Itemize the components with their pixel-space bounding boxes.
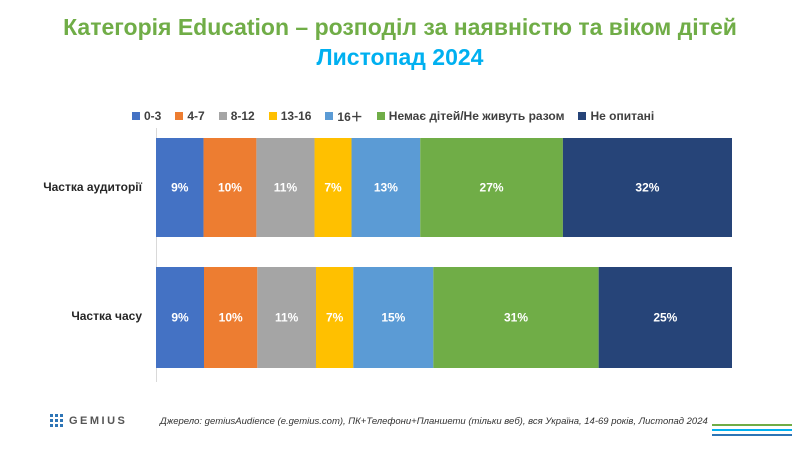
chart-title: Категорія Education – розподіл за наявні… [63,14,737,40]
legend-swatch [578,112,587,120]
gemius-logo: GEMIUS [50,414,127,427]
legend-label: 8-12 [230,109,255,123]
legend-label: Не опитані [590,109,655,123]
brand-name: GEMIUS [69,414,128,427]
bar-segment [433,267,599,368]
bar-segment [351,138,421,237]
decor-line [712,434,792,436]
legend-label: Немає дітей/Не живуть разом [388,109,565,123]
data-label: 9% [171,311,189,325]
data-label: 13% [374,181,398,195]
data-label: 31% [504,311,528,325]
legend-item-16-plus: 16＋ [325,108,363,125]
data-label: 9% [171,181,189,195]
footer-decor-lines [712,424,792,439]
legend-swatch [325,112,334,120]
data-label: 27% [480,181,504,195]
legend-item-13-16: 13-16 [268,109,312,123]
category-axis-line [156,128,157,382]
chart-subtitle: Листопад 2024 [316,44,484,70]
legend-swatch [268,112,277,120]
legend-item-4-7: 4-7 [175,109,205,123]
bar-segment [203,138,257,237]
bar-segment [353,267,434,368]
data-label: 32% [635,181,659,195]
bar-segment [156,138,204,237]
legend-swatch [175,112,184,120]
category-label-audience: Частка аудиторії [43,180,142,194]
category-label-time: Частка часу [71,309,142,323]
legend-swatch [218,112,227,120]
logo-dots-icon [50,414,63,427]
bar-segment [562,138,732,237]
bar-segment [156,267,204,368]
legend-label: 16＋ [337,109,363,124]
data-label: 25% [653,311,677,325]
chart-legend: 0-3 4-7 8-12 13-16 16＋ Немає дітей/Не жи… [132,106,654,126]
bar-segment [256,138,315,237]
data-label: 11% [274,181,298,195]
data-label: 10% [219,311,243,325]
legend-label: 4-7 [187,109,205,123]
legend-item-not-surveyed: Не опитані [578,109,654,123]
legend-label: 0-3 [144,109,162,123]
bar-segment [598,267,732,368]
legend-swatch [132,112,140,120]
source-note: Джерело: gemiusAudience (e.gemius.com), … [160,416,708,427]
legend-label: 13-16 [280,109,312,123]
legend-item-8-12: 8-12 [218,109,255,123]
data-label: 10% [218,181,242,195]
decor-line [712,424,792,426]
legend-item-0-3: 0-3 [132,109,161,123]
bar-segment [314,138,352,237]
data-label: 15% [381,311,405,325]
bar-segment [420,138,563,237]
data-label: 7% [326,311,344,325]
bar-segment [257,267,316,368]
data-label: 7% [324,181,342,195]
bar-segment [316,267,354,368]
data-label: 11% [275,311,299,325]
decor-line [712,429,792,431]
legend-swatch [376,112,385,120]
bar-segment [204,267,258,368]
legend-item-no-children: Немає дітей/Не живуть разом [376,109,565,123]
